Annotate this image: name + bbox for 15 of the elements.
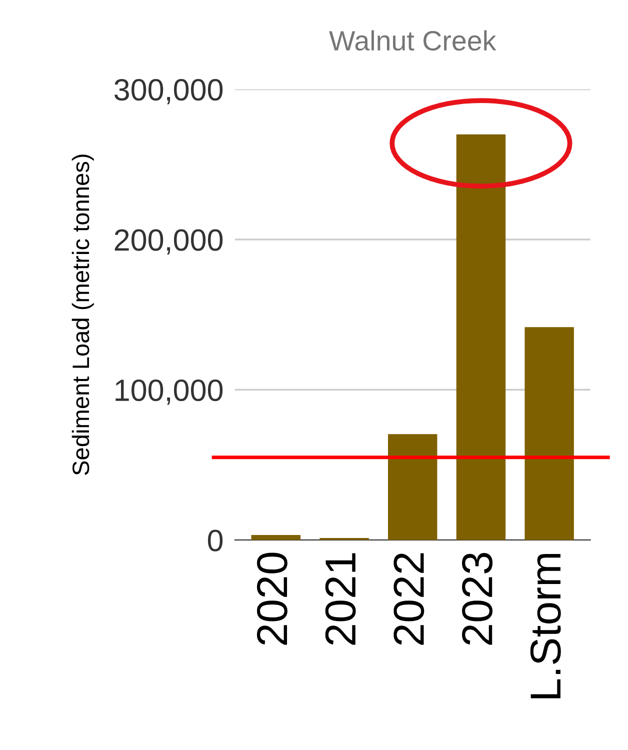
chart-title: Walnut Creek — [329, 30, 496, 51]
bar — [388, 434, 438, 540]
y-tick-label: 100,000 — [116, 379, 223, 405]
x-tick-label: 2022 — [394, 553, 424, 645]
y-tick-label: 200,000 — [114, 229, 223, 254]
x-tick-label: 2023 — [462, 552, 493, 645]
x-tick-label: 2021 — [325, 553, 356, 645]
bar — [251, 535, 300, 540]
x-tick-label: L.Storm — [530, 554, 561, 698]
bar — [456, 134, 506, 540]
y-tick-label: 0 — [208, 530, 223, 552]
y-axis-title: Sediment Load (metric tonnes) — [72, 154, 94, 475]
y-tick-label: 300,000 — [114, 78, 223, 104]
bar — [524, 327, 574, 540]
x-tick-label: 2020 — [256, 552, 288, 645]
